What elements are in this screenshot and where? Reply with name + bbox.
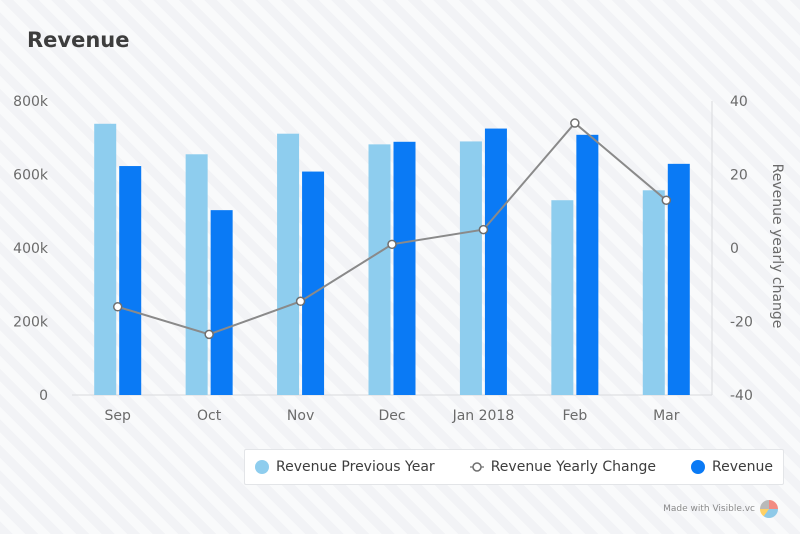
bar-revenue-previous-year (368, 144, 391, 395)
legend-swatch-revenue-yearly-change (469, 462, 484, 472)
legend-swatch-revenue (691, 460, 706, 474)
visible-logo-icon (760, 500, 778, 518)
point-revenue-yearly-change (204, 329, 214, 340)
x-tick-label: Sep (105, 408, 132, 424)
point-revenue-yearly-change (112, 302, 123, 312)
x-tick-label: Feb (562, 408, 587, 424)
x-tick-label: Jan 2018 (452, 408, 515, 424)
y-right-axis-label: Revenue yearly change (769, 164, 785, 329)
x-tick-label: Mar (653, 408, 680, 424)
bar-revenue (484, 128, 507, 395)
bar-revenue (393, 141, 416, 395)
legend-swatch-revenue-previous-year (255, 460, 269, 474)
y-right-tick-label: -40 (730, 388, 753, 404)
point-revenue-yearly-change (478, 224, 489, 235)
y-right-tick-label: 40 (730, 94, 748, 110)
bar-revenue-previous-year (459, 141, 482, 395)
y-left-tick-label: 600k (13, 168, 49, 184)
bar-revenue-previous-year (551, 200, 574, 395)
x-tick-label: Nov (287, 408, 314, 424)
legend-label-revenue-yearly-change: Revenue Yearly Change (490, 459, 656, 475)
y-right-tick-label: 20 (730, 168, 748, 184)
y-left-tick-label: 200k (13, 315, 49, 331)
chart-title: Revenue (27, 28, 130, 52)
bar-revenue (302, 171, 325, 395)
bar-revenue-previous-year (277, 133, 300, 395)
y-left-tick-label: 400k (13, 241, 49, 257)
watermark: Made with Visible.vc (663, 500, 778, 518)
watermark-text: Made with Visible.vc (663, 504, 755, 514)
bar-revenue (576, 134, 599, 395)
x-tick-label: Oct (197, 408, 222, 424)
x-tick-label: Dec (378, 408, 405, 424)
y-right-tick-label: -20 (730, 315, 753, 331)
bar-revenue (210, 210, 233, 395)
point-revenue-yearly-change (661, 195, 672, 205)
legend-item-revenue[interactable]: Revenue (691, 459, 773, 475)
bar-revenue-previous-year (642, 190, 665, 395)
point-revenue-yearly-change (387, 239, 397, 250)
legend: Revenue Previous Year Revenue Yearly Cha… (244, 449, 784, 485)
y-right-tick-label: 0 (730, 241, 739, 257)
bar-revenue-previous-year (94, 123, 117, 395)
point-revenue-yearly-change (570, 118, 580, 128)
y-left-tick-label: 0 (39, 388, 48, 404)
y-left-tick-label: 800k (13, 94, 49, 110)
legend-label-revenue-previous-year: Revenue Previous Year (276, 459, 435, 475)
legend-item-revenue-yearly-change[interactable]: Revenue Yearly Change (469, 459, 656, 475)
bar-revenue (119, 166, 142, 395)
bar-revenue (667, 163, 690, 395)
point-revenue-yearly-change (295, 296, 306, 307)
bar-revenue-previous-year (185, 154, 208, 395)
legend-item-revenue-previous-year[interactable]: Revenue Previous Year (255, 459, 435, 475)
legend-label-revenue: Revenue (712, 459, 773, 475)
